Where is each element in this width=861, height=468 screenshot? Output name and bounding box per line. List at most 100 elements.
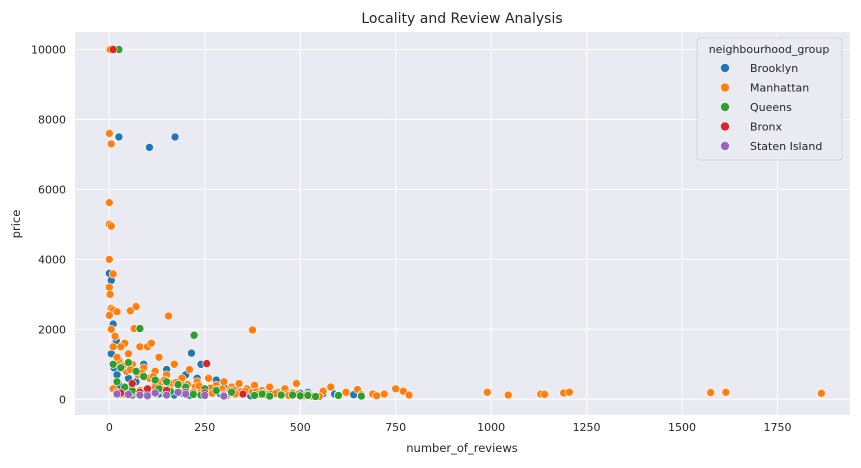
- data-point: [124, 390, 133, 399]
- data-point: [116, 363, 126, 373]
- data-point: [187, 348, 196, 358]
- data-point: [106, 139, 116, 149]
- legend-label: Brooklyn: [750, 62, 798, 75]
- x-tick-label: 1500: [668, 421, 696, 434]
- data-points: [105, 45, 826, 401]
- data-point: [295, 391, 305, 401]
- y-tick-label: 10000: [31, 43, 66, 56]
- data-point: [150, 375, 160, 385]
- legend: neighbourhood_group Brooklyn Manhattan Que…: [696, 37, 843, 161]
- x-tick-label: 250: [194, 421, 215, 434]
- data-point: [204, 373, 213, 383]
- data-point: [147, 338, 156, 348]
- data-point: [250, 391, 259, 400]
- y-axis-label: price: [9, 210, 23, 239]
- x-tick-label: 500: [290, 421, 311, 434]
- data-point: [105, 255, 114, 264]
- y-tick-label: 0: [59, 393, 66, 406]
- data-point: [112, 377, 122, 387]
- data-point: [483, 387, 492, 397]
- x-axis-label: number_of_reviews: [406, 441, 518, 455]
- data-point: [169, 359, 179, 369]
- data-point: [248, 325, 257, 335]
- legend-label: Bronx: [750, 121, 783, 134]
- x-tick-label: 0: [106, 421, 113, 434]
- y-tick-label: 2000: [38, 323, 66, 336]
- data-point: [276, 390, 286, 400]
- legend-label: Queens: [750, 101, 792, 114]
- data-point: [326, 382, 336, 392]
- data-point: [145, 143, 154, 152]
- data-point: [127, 379, 137, 388]
- data-point: [116, 342, 126, 352]
- data-point: [211, 386, 221, 395]
- y-tick-label: 6000: [38, 183, 66, 196]
- data-point: [106, 325, 116, 334]
- data-point: [164, 311, 173, 321]
- data-point: [341, 387, 351, 397]
- legend-marker: [720, 102, 730, 112]
- data-point: [139, 372, 149, 381]
- data-point: [219, 391, 229, 401]
- data-point: [124, 358, 133, 367]
- data-point: [391, 384, 400, 394]
- data-point: [170, 132, 180, 142]
- data-point: [189, 330, 199, 340]
- data-point: [227, 387, 236, 397]
- data-point: [311, 392, 320, 401]
- data-point: [234, 379, 244, 388]
- data-point: [154, 352, 164, 362]
- data-point: [131, 302, 141, 311]
- x-tick-labels: 0 250 500 750 1000 1250 1500 1750: [106, 421, 792, 434]
- data-point: [124, 349, 133, 359]
- data-point: [108, 359, 118, 369]
- legend-items: Brooklyn Manhattan Queens Bronx Staten Islan…: [720, 62, 822, 153]
- data-point: [504, 390, 513, 400]
- series-staten-island: [112, 387, 229, 401]
- data-point: [379, 389, 389, 399]
- data-point: [200, 391, 210, 400]
- data-point: [202, 359, 212, 368]
- data-point: [131, 366, 141, 376]
- data-point: [185, 365, 194, 374]
- y-tick-label: 8000: [38, 113, 66, 126]
- data-point: [706, 388, 715, 397]
- data-point: [108, 342, 118, 352]
- y-tick-label: 4000: [38, 253, 66, 266]
- data-point: [114, 132, 124, 142]
- data-point: [404, 390, 414, 400]
- data-point: [540, 390, 549, 399]
- x-tick-label: 750: [385, 421, 406, 434]
- data-point: [105, 311, 114, 320]
- data-point: [303, 391, 313, 400]
- data-point: [162, 390, 171, 400]
- data-point: [105, 290, 115, 299]
- legend-box: [696, 37, 843, 161]
- y-tick-labels: 0 2000 4000 6000 8000 10000: [31, 43, 66, 406]
- legend-label: Staten Island: [750, 140, 822, 153]
- data-point: [817, 389, 826, 398]
- legend-label: Manhattan: [750, 82, 809, 95]
- data-point: [126, 306, 135, 316]
- legend-marker: [720, 63, 730, 73]
- legend-marker: [720, 82, 730, 93]
- data-point: [105, 129, 114, 138]
- data-point: [143, 391, 152, 401]
- data-point: [181, 389, 191, 399]
- data-point: [112, 389, 122, 399]
- data-point: [288, 390, 297, 400]
- data-point: [135, 342, 145, 352]
- data-point: [265, 382, 275, 392]
- x-tick-label: 1000: [477, 421, 505, 434]
- legend-title: neighbourhood_group: [709, 43, 830, 56]
- data-point: [108, 45, 118, 54]
- data-point: [112, 307, 122, 317]
- data-point: [135, 324, 145, 333]
- data-point: [105, 198, 114, 207]
- data-point: [357, 391, 366, 401]
- data-point: [108, 269, 118, 279]
- data-point: [257, 389, 267, 399]
- x-tick-label: 1250: [573, 421, 601, 434]
- data-point: [238, 389, 248, 399]
